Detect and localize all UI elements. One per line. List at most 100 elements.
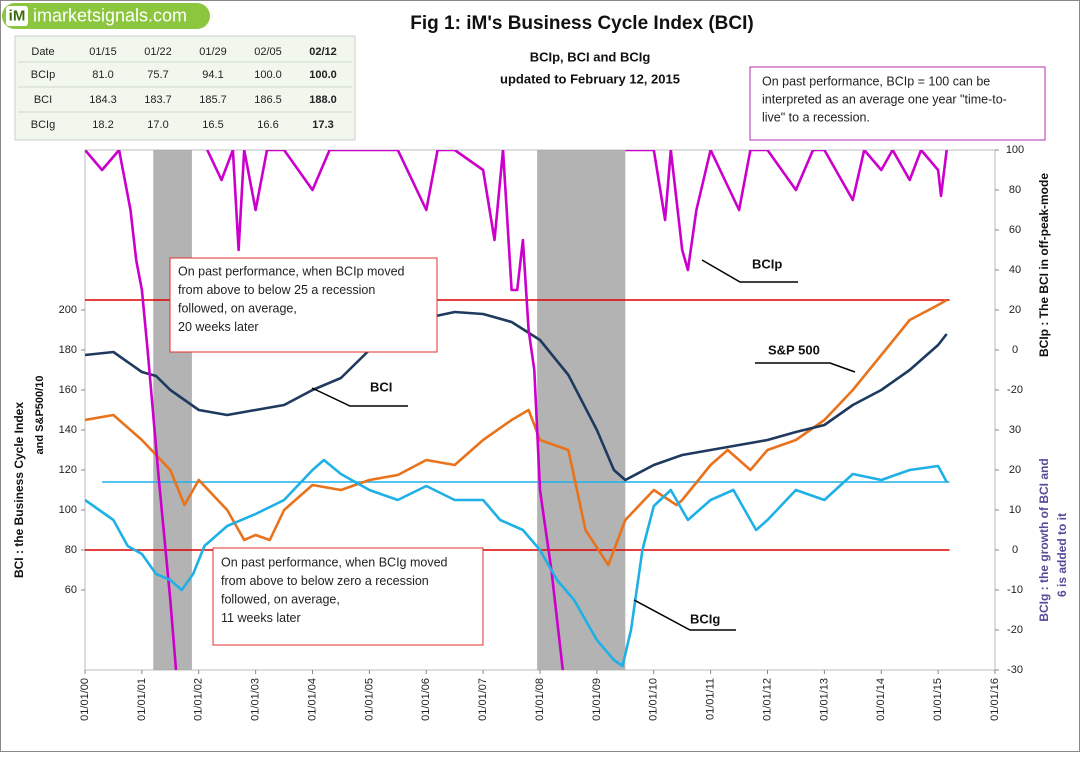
y3-axis-label: 6 is added to it <box>1055 513 1069 597</box>
logo-text: imarketsignals.com <box>33 5 187 25</box>
y-tick-label: 140 <box>59 424 77 436</box>
y2-tick-label: 40 <box>1009 264 1021 276</box>
table-cell: 16.5 <box>202 119 223 131</box>
arrow-label: BCI <box>370 379 392 394</box>
y3-tick-label: 20 <box>1009 464 1021 476</box>
y-tick-label: 200 <box>59 304 77 316</box>
x-tick-label: 01/01/14 <box>875 678 887 721</box>
table-header: 01/22 <box>144 46 172 58</box>
table-cell: 188.0 <box>309 94 337 106</box>
recession-band <box>537 150 626 670</box>
y-axis-label: BCI : the Business Cycle Index <box>12 402 26 578</box>
table-cell: 100.0 <box>309 69 337 81</box>
y-tick-label: 60 <box>65 584 77 596</box>
annotation-text: from above to below zero a recession <box>221 574 429 588</box>
table-cell: 94.1 <box>202 69 223 81</box>
chart-title: Fig 1: iM's Business Cycle Index (BCI) <box>410 13 753 34</box>
x-tick-label: 01/01/02 <box>193 678 205 721</box>
x-tick-label: 01/01/04 <box>306 678 318 721</box>
x-tick-label: 01/01/10 <box>648 678 660 721</box>
table-cell: 18.2 <box>92 119 113 131</box>
y3-tick-label: -20 <box>1007 624 1023 636</box>
x-tick-label: 01/01/15 <box>932 678 944 721</box>
table-cell: 17.0 <box>147 119 168 131</box>
table-cell: BCI <box>34 94 52 106</box>
y2-tick-label: 100 <box>1006 144 1024 156</box>
y3-tick-label: 10 <box>1009 504 1021 516</box>
table-cell: 81.0 <box>92 69 113 81</box>
table-cell: 186.5 <box>254 94 282 106</box>
y-tick-label: 120 <box>59 464 77 476</box>
table-header: 02/12 <box>309 46 337 58</box>
annotation-text: 11 weeks later <box>221 611 301 625</box>
series-line <box>85 298 948 567</box>
arrow-label: BCIp <box>752 256 782 271</box>
y2-axis-label: BCIp : The BCI in off-peak-mode <box>1037 173 1051 357</box>
table-cell: BCIp <box>31 69 55 81</box>
note-text: interpreted as an average one year "time… <box>762 92 1007 106</box>
annotation-text: from above to below 25 a recession <box>178 283 375 297</box>
y3-tick-label: 0 <box>1012 544 1018 556</box>
logo-bg <box>2 3 210 29</box>
x-tick-label: 01/01/06 <box>420 678 432 721</box>
x-tick-label: 01/01/12 <box>761 678 773 721</box>
note-text: live" to a recession. <box>762 110 870 124</box>
x-tick-label: 01/01/11 <box>705 678 717 720</box>
annotation-text: On past performance, when BCIp moved <box>178 264 405 278</box>
y-tick-label: 180 <box>59 344 77 356</box>
x-tick-label: 01/01/00 <box>79 678 91 721</box>
x-tick-label: 01/01/01 <box>136 678 148 721</box>
x-tick-label: 01/01/08 <box>534 678 546 721</box>
table-cell: 184.3 <box>89 94 117 106</box>
x-tick-label: 01/01/03 <box>250 678 262 721</box>
logo-badge <box>6 6 28 26</box>
series-line <box>85 150 948 670</box>
chart-subtitle: updated to February 12, 2015 <box>500 71 680 86</box>
note-text: On past performance, BCIp = 100 can be <box>762 74 990 88</box>
table-cell: 16.6 <box>257 119 278 131</box>
y2-tick-label: 80 <box>1009 184 1021 196</box>
x-tick-label: 01/01/13 <box>818 678 830 721</box>
table-cell: 185.7 <box>199 94 227 106</box>
annotation-text: 20 weeks later <box>178 320 259 334</box>
table-header: 01/29 <box>199 46 227 58</box>
annotation-text: followed, on average, <box>178 301 297 315</box>
table-cell: 17.3 <box>312 119 333 131</box>
y2-tick-label: 20 <box>1009 304 1021 316</box>
arrow <box>311 387 408 407</box>
y3-axis-label: BCIg : the growth of BCI and <box>1037 458 1051 621</box>
y-tick-label: 80 <box>65 544 77 556</box>
y2-tick-label: 60 <box>1009 224 1021 236</box>
y-tick-label: 160 <box>59 384 77 396</box>
table-cell: 100.0 <box>254 69 282 81</box>
chart-subtitle: BCIp, BCI and BCIg <box>530 49 651 64</box>
table-cell: BCIg <box>31 119 55 131</box>
arrow-label: S&P 500 <box>768 342 820 357</box>
table-header: 01/15 <box>89 46 117 58</box>
logo-icon: iM <box>9 7 26 24</box>
arrow <box>633 599 736 631</box>
y-axis-label: and S&P500/10 <box>34 376 46 455</box>
summary-table <box>14 35 356 141</box>
table-cell: 75.7 <box>147 69 168 81</box>
y3-tick-label: -10 <box>1007 584 1023 596</box>
arrow-label: BCIg <box>690 611 720 626</box>
series-line <box>85 310 948 482</box>
x-tick-label: 01/01/16 <box>989 678 1001 721</box>
y-tick-label: 100 <box>59 504 77 516</box>
table-cell: 183.7 <box>144 94 172 106</box>
table-header: 02/05 <box>254 46 282 58</box>
note-box <box>749 66 1046 141</box>
arrow <box>701 259 798 283</box>
y2-tick-label: 0 <box>1012 344 1018 356</box>
series-line <box>85 458 948 668</box>
table-header: Date <box>31 46 54 58</box>
arrow <box>755 362 856 373</box>
recession-band <box>153 150 192 670</box>
annotation-text: followed, on average, <box>221 592 340 606</box>
annotation-box <box>169 257 438 353</box>
annotation-text: On past performance, when BCIg moved <box>221 555 448 569</box>
x-tick-label: 01/01/09 <box>591 678 603 721</box>
x-tick-label: 01/01/05 <box>363 678 375 721</box>
